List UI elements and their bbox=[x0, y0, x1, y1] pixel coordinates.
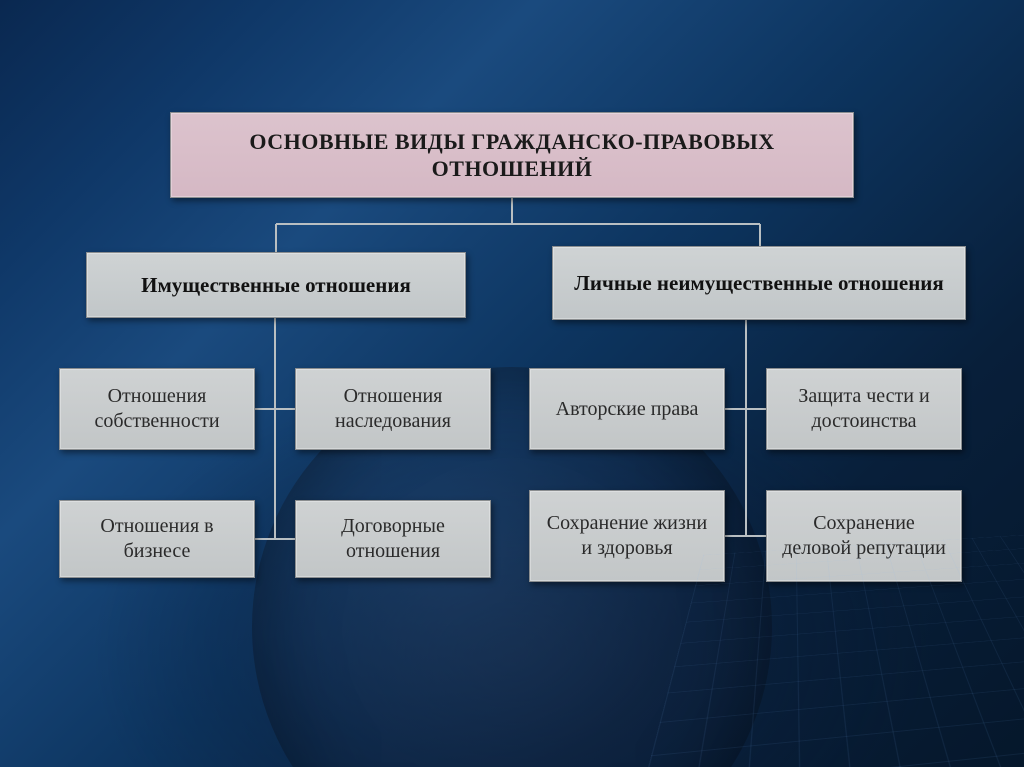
root-node: ОСНОВНЫЕ ВИДЫ ГРАЖДАНСКО-ПРАВОВЫХ ОТНОШЕ… bbox=[170, 112, 854, 198]
branch-label: Имущественные отношения bbox=[141, 272, 411, 298]
branch-personal-relations: Личные неимущественные отношения bbox=[552, 246, 966, 320]
leaf-label: Авторские права bbox=[556, 397, 699, 422]
leaf-contracts: Договорные отношения bbox=[295, 500, 491, 578]
leaf-reputation: Сохранение деловой репутации bbox=[766, 490, 962, 582]
leaf-life-health: Сохранение жизни и здоровья bbox=[529, 490, 725, 582]
leaf-label: Отношения в бизнесе bbox=[72, 514, 242, 564]
leaf-label: Защита чести и достоинства bbox=[779, 384, 949, 434]
leaf-copyright: Авторские права bbox=[529, 368, 725, 450]
leaf-business: Отношения в бизнесе bbox=[59, 500, 255, 578]
branch-label: Личные неимущественные отношения bbox=[574, 270, 944, 296]
leaf-ownership: Отношения собственности bbox=[59, 368, 255, 450]
leaf-label: Сохранение жизни и здоровья bbox=[542, 511, 712, 561]
leaf-label: Отношения собственности bbox=[72, 384, 242, 434]
branch-property-relations: Имущественные отношения bbox=[86, 252, 466, 318]
leaf-label: Сохранение деловой репутации bbox=[779, 511, 949, 561]
leaf-honor: Защита чести и достоинства bbox=[766, 368, 962, 450]
leaf-label: Отношения наследования bbox=[308, 384, 478, 434]
leaf-label: Договорные отношения bbox=[308, 514, 478, 564]
leaf-inheritance: Отношения наследования bbox=[295, 368, 491, 450]
root-label: ОСНОВНЫЕ ВИДЫ ГРАЖДАНСКО-ПРАВОВЫХ ОТНОШЕ… bbox=[183, 128, 841, 183]
